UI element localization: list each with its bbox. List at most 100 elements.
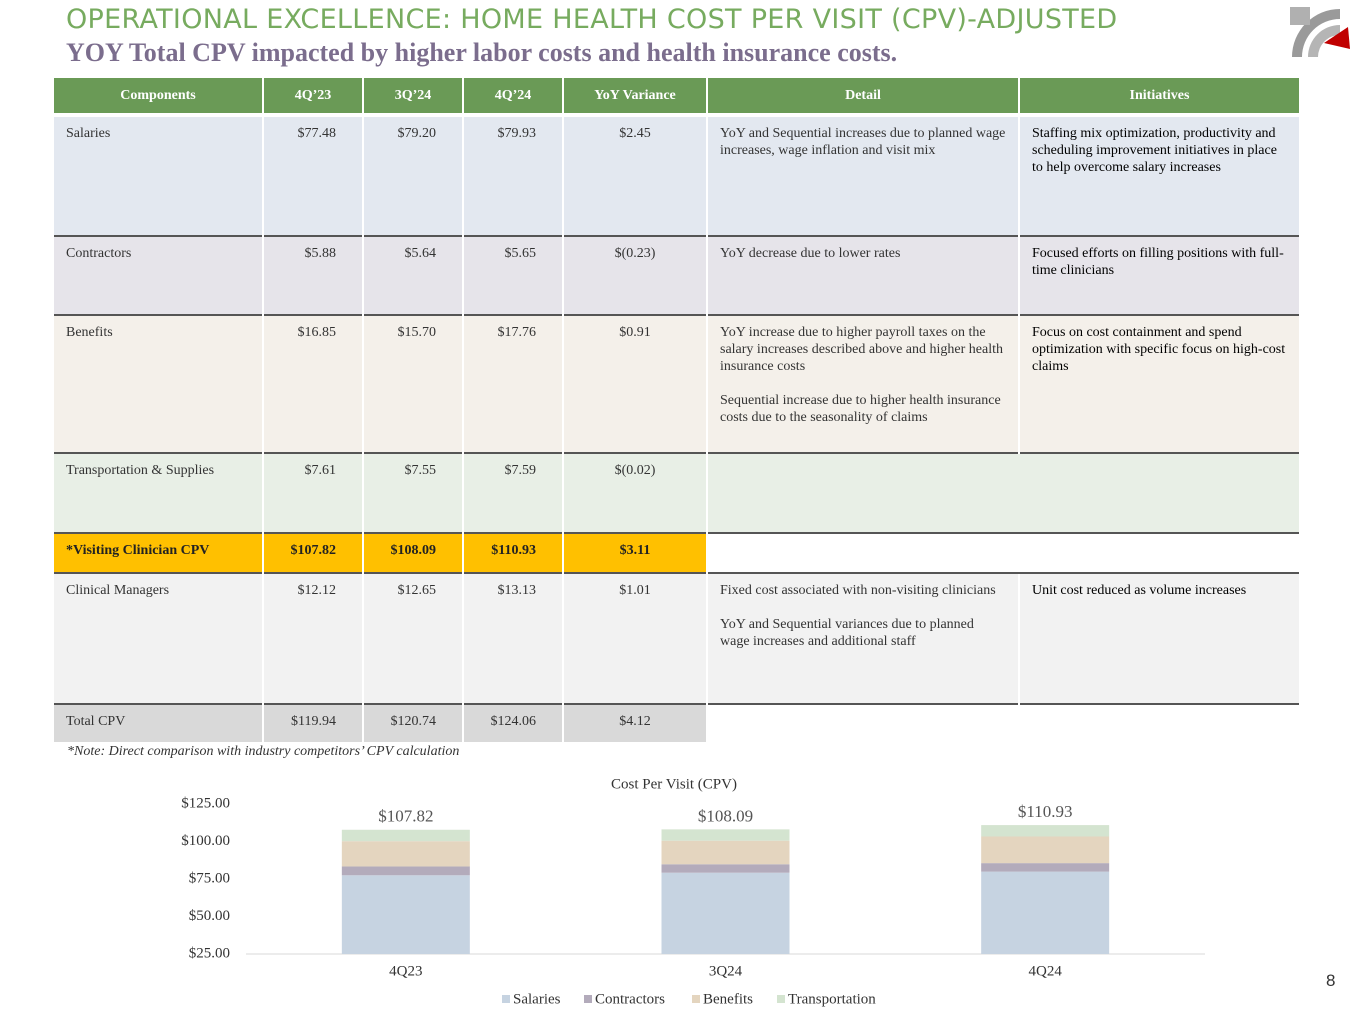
table-cell: $4.12 — [562, 703, 707, 742]
table-cell: $17.76 — [462, 314, 563, 453]
legend-label: Contractors — [595, 991, 665, 1007]
bar-segment — [341, 866, 470, 876]
cell-paragraph: Sequential increase due to higher health… — [720, 393, 1001, 425]
legend-label: Salaries — [513, 991, 561, 1007]
y-tick-label: $100.00 — [181, 833, 230, 849]
bar-segment — [661, 829, 790, 841]
bar-segment — [341, 829, 470, 842]
table-cell: Contractors — [54, 235, 263, 315]
cpv-table: Components 4Q’23 3Q’24 4Q’24 YoY Variance Det… — [54, 78, 1299, 742]
y-tick-label: $75.00 — [189, 870, 230, 886]
x-tick-label: 3Q24 — [709, 963, 743, 979]
table-cell: $7.61 — [262, 452, 363, 533]
table-cell: $15.70 — [362, 314, 463, 453]
x-tick-label: 4Q23 — [389, 963, 422, 979]
table-cell: $0.91 — [562, 314, 707, 453]
table-cell: $12.12 — [262, 572, 363, 704]
y-tick-label: $125.00 — [181, 795, 230, 811]
cell-paragraph: Fixed cost associated with non-visiting … — [720, 583, 996, 598]
table-cell: $79.93 — [462, 115, 563, 236]
table-cell: $1.01 — [562, 572, 707, 704]
table-cell: $79.20 — [362, 115, 463, 236]
table-cell: $110.93 — [462, 532, 563, 573]
bar-segment — [981, 871, 1110, 954]
total-label: $110.93 — [1018, 802, 1073, 821]
bar-segment — [341, 875, 470, 954]
legend-swatch — [692, 995, 700, 1003]
table-cell: Benefits — [54, 314, 263, 453]
table-row: *Visiting Clinician CPV $107.82 $108.09 $11… — [54, 532, 1299, 573]
legend-swatch — [777, 995, 785, 1003]
column-header: Detail — [706, 78, 1019, 117]
column-header: 3Q’24 — [362, 78, 463, 117]
y-tick-label: $50.00 — [189, 908, 230, 924]
table-cell: $2.45 — [562, 115, 707, 236]
table-cell: Unit cost reduced as volume increases — [1018, 572, 1299, 704]
table-cell: $13.13 — [462, 572, 563, 704]
table-cell: $5.65 — [462, 235, 563, 315]
table-cell: $120.74 — [362, 703, 463, 742]
legend-label: Transportation — [788, 991, 876, 1007]
column-header: Components — [54, 78, 263, 117]
logo — [1290, 7, 1350, 57]
table-cell: $7.59 — [462, 452, 563, 533]
header-row: Components 4Q’23 3Q’24 4Q’24 YoY Variance Det… — [54, 78, 1299, 117]
table-cell: $108.09 — [362, 532, 463, 573]
slide-subtitle: YOY Total CPV impacted by higher labor c… — [66, 38, 898, 67]
table-row: Clinical Managers $12.12 $12.65 $13.13 $1.01… — [54, 572, 1299, 704]
bar-segment — [981, 836, 1110, 864]
table-cell: Focused efforts on filling positions wit… — [1018, 235, 1299, 315]
bar-segment — [981, 863, 1110, 872]
legend-swatch — [584, 995, 592, 1003]
table-cell: $5.88 — [262, 235, 363, 315]
table-row: Benefits $16.85 $15.70 $17.76 $0.91 YoY incre… — [54, 314, 1299, 453]
bar-segment — [661, 864, 790, 873]
total-label: $108.09 — [698, 806, 753, 825]
table-cell: YoY decrease due to lower rates — [706, 235, 1019, 315]
table-cell: $3.11 — [562, 532, 707, 573]
empty-cell — [706, 703, 1299, 742]
table-cell: $124.06 — [462, 703, 563, 742]
table-row: Contractors $5.88 $5.64 $5.65 $(0.23) YoY dec… — [54, 235, 1299, 315]
bar-segment — [661, 872, 790, 954]
total-label: $107.82 — [378, 807, 433, 826]
slide-title: OPERATIONAL EXCELLENCE: HOME HEALTH COST… — [66, 4, 1118, 35]
table-cell: Staffing mix optimization, productivity … — [1018, 115, 1299, 236]
x-tick-label: 4Q24 — [1028, 963, 1062, 979]
table-cell: Focus on cost containment and spend opti… — [1018, 314, 1299, 453]
page-number: 8 — [1326, 971, 1336, 990]
table-cell: $77.48 — [262, 115, 363, 236]
chart-title: Cost Per Visit (CPV) — [611, 776, 737, 792]
footnote: *Note: Direct comparison with industry c… — [67, 744, 460, 759]
cell-paragraph: YoY increase due to higher payroll taxes… — [720, 325, 1003, 374]
table-cell: *Visiting Clinician CPV — [54, 532, 263, 573]
table-cell: $7.55 — [362, 452, 463, 533]
table-cell: $12.65 — [362, 572, 463, 704]
empty-cell — [706, 532, 1299, 573]
table-row: Total CPV $119.94 $120.74 $124.06 $4.12 — [54, 703, 1299, 742]
table-row: Salaries $77.48 $79.20 $79.93 $2.45 YoY and S… — [54, 115, 1299, 236]
table-cell: $119.94 — [262, 703, 363, 742]
table-cell: $(0.23) — [562, 235, 707, 315]
column-header: Initiatives — [1018, 78, 1299, 117]
table-cell: Transportation & Supplies — [54, 452, 263, 533]
table-row: Transportation & Supplies $7.61 $7.55 $7.59… — [54, 452, 1299, 533]
table-cell: Salaries — [54, 115, 263, 236]
table-cell: $(0.02) — [562, 452, 707, 533]
legend-label: Benefits — [703, 991, 753, 1007]
table-cell: Clinical Managers — [54, 572, 263, 704]
table-cell: Fixed cost associated with non-visiting … — [706, 572, 1019, 704]
table-cell: $5.64 — [362, 235, 463, 315]
column-header: 4Q’23 — [262, 78, 363, 117]
table-cell: $16.85 — [262, 314, 363, 453]
table-cell: YoY increase due to higher payroll taxes… — [706, 314, 1019, 453]
bar-segment — [341, 841, 470, 867]
legend-swatch — [502, 995, 510, 1003]
bar-segment — [661, 840, 790, 865]
chart: Cost Per Visit (CPV) $25.00 $50.00 $75.00 $… — [181, 776, 1205, 1007]
bar-segment — [981, 825, 1110, 837]
empty-cell — [706, 452, 1299, 533]
table-cell: $107.82 — [262, 532, 363, 573]
y-tick-label: $25.00 — [189, 945, 230, 961]
